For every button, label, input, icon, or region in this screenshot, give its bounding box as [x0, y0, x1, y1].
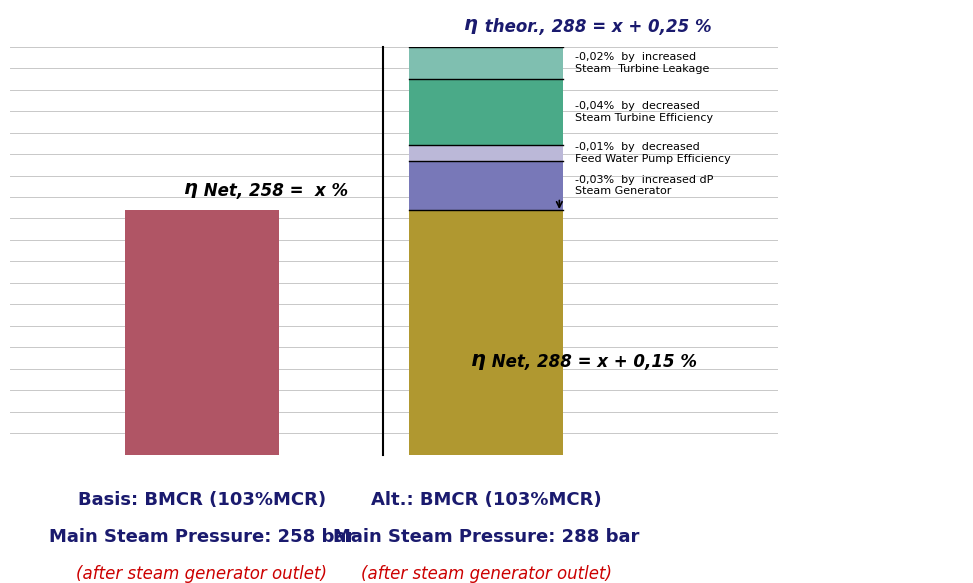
Text: Alt.: BMCR (103%MCR): Alt.: BMCR (103%MCR)	[371, 491, 601, 510]
Text: Main Steam Pressure: 258 bar: Main Steam Pressure: 258 bar	[49, 528, 355, 546]
Text: (after steam generator outlet): (after steam generator outlet)	[77, 565, 327, 583]
Text: theor., 288 = x + 0,25 %: theor., 288 = x + 0,25 %	[479, 19, 711, 36]
Bar	[125, 210, 278, 455]
Text: Basis: BMCR (103%MCR): Basis: BMCR (103%MCR)	[78, 491, 326, 510]
Text: $\mathdefault{\eta}$: $\mathdefault{\eta}$	[470, 352, 486, 372]
Text: Net, 258 =  x %: Net, 258 = x %	[198, 182, 348, 199]
Bar	[410, 145, 563, 161]
Text: -0,03%  by  increased dP
Steam Generator: -0,03% by increased dP Steam Generator	[575, 174, 713, 196]
Text: -0,01%  by  decreased
Feed Water Pump Efficiency: -0,01% by decreased Feed Water Pump Effi…	[575, 142, 731, 164]
Bar	[410, 79, 563, 145]
Text: -0,04%  by  decreased
Steam Turbine Efficiency: -0,04% by decreased Steam Turbine Effici…	[575, 101, 713, 123]
Bar	[410, 161, 563, 210]
Text: -0,02%  by  increased
Steam  Turbine Leakage: -0,02% by increased Steam Turbine Leakag…	[575, 52, 709, 74]
Bar	[410, 210, 563, 455]
Text: $\mathdefault{\eta}$: $\mathdefault{\eta}$	[183, 181, 198, 199]
Text: Net, 288 = x + 0,15 %: Net, 288 = x + 0,15 %	[486, 353, 698, 371]
Text: Main Steam Pressure: 288 bar: Main Steam Pressure: 288 bar	[333, 528, 639, 546]
Text: $\mathdefault{\eta}$: $\mathdefault{\eta}$	[463, 17, 479, 36]
Bar	[410, 47, 563, 79]
Text: (after steam generator outlet): (after steam generator outlet)	[361, 565, 612, 583]
